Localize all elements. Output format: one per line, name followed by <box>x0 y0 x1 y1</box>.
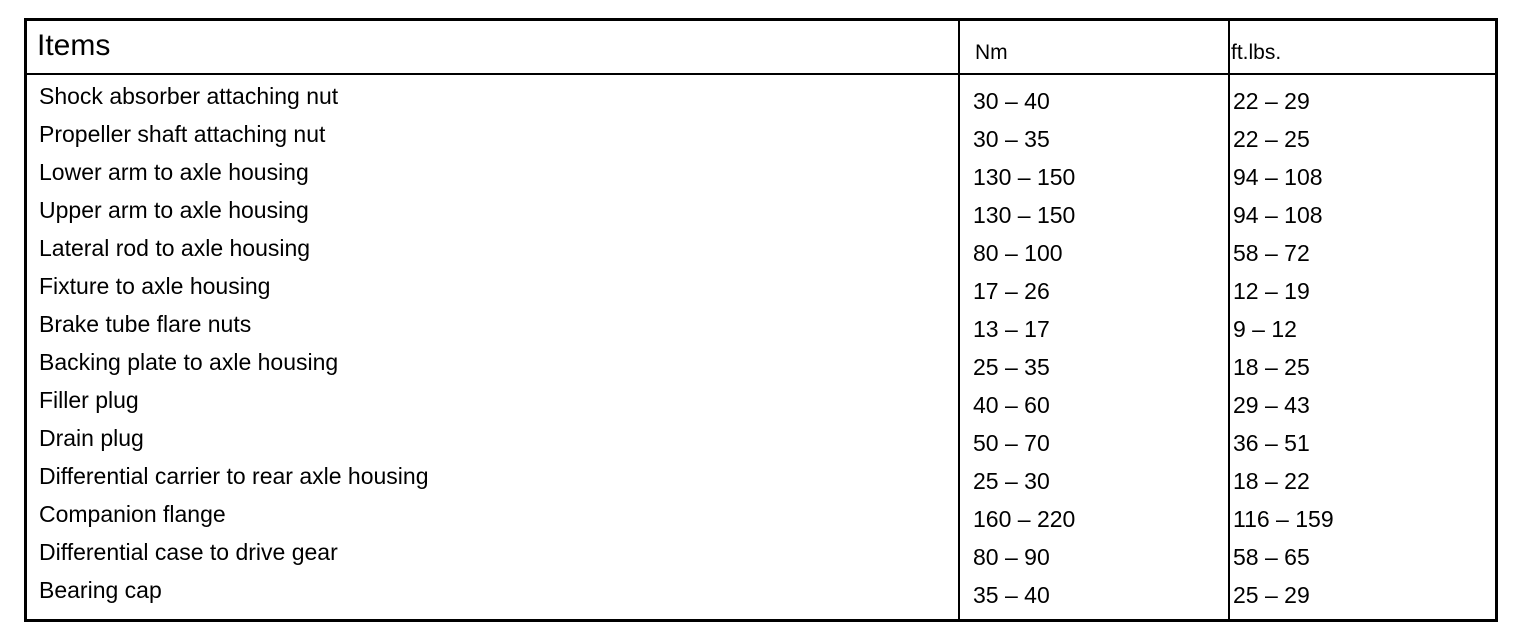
ftlbs-cell: 22 – 25 <box>1233 126 1310 152</box>
item-cell: Upper arm to axle housing <box>39 197 309 223</box>
item-cell: Drain plug <box>39 425 144 451</box>
header-divider <box>27 73 1495 75</box>
ftlbs-cell: 116 – 159 <box>1233 506 1334 532</box>
ftlbs-cell: 18 – 25 <box>1233 354 1310 380</box>
nm-cell: 130 – 150 <box>973 202 1076 228</box>
nm-cell: 25 – 35 <box>973 354 1050 380</box>
table-row: Lower arm to axle housing 130 – 150 94 – 1… <box>27 159 1495 197</box>
item-cell: Fixture to axle housing <box>39 273 271 299</box>
nm-cell: 30 – 40 <box>973 88 1050 114</box>
nm-cell: 35 – 40 <box>973 582 1050 608</box>
nm-cell: 80 – 100 <box>973 240 1063 266</box>
column-divider <box>1228 21 1230 619</box>
table-row: Bearing cap 35 – 40 25 – 29 <box>27 577 1495 615</box>
ftlbs-cell: 36 – 51 <box>1233 430 1310 456</box>
ftlbs-cell: 9 – 12 <box>1233 316 1297 342</box>
torque-spec-table: Items Nm ft.lbs. Shock absorber attachin… <box>24 18 1498 622</box>
column-divider <box>958 21 960 619</box>
item-cell: Propeller shaft attaching nut <box>39 121 326 147</box>
ftlbs-cell: 25 – 29 <box>1233 582 1310 608</box>
item-cell: Lateral rod to axle housing <box>39 235 311 261</box>
table-row: Differential carrier to rear axle housin… <box>27 463 1495 501</box>
ftlbs-cell: 94 – 108 <box>1233 164 1323 190</box>
table-row: Backing plate to axle housing 25 – 35 18 –… <box>27 349 1495 387</box>
table-row: Fixture to axle housing 17 – 26 12 – 19 <box>27 273 1495 311</box>
item-cell: Bearing cap <box>39 577 162 603</box>
nm-cell: 17 – 26 <box>973 278 1050 304</box>
table-row: Upper arm to axle housing 130 – 150 94 – 1… <box>27 197 1495 235</box>
nm-cell: 160 – 220 <box>973 506 1076 532</box>
table-row: Propeller shaft attaching nut 30 – 35 22 –… <box>27 121 1495 159</box>
nm-cell: 30 – 35 <box>973 126 1050 152</box>
table-row: Drain plug 50 – 70 36 – 51 <box>27 425 1495 463</box>
item-cell: Backing plate to axle housing <box>39 349 339 375</box>
ftlbs-cell: 12 – 19 <box>1233 278 1310 304</box>
table-row: Shock absorber attaching nut 30 – 40 22 – … <box>27 83 1495 121</box>
item-cell: Filler plug <box>39 387 139 413</box>
header-items: Items <box>37 29 111 62</box>
header-nm: Nm <box>975 41 1008 64</box>
item-cell: Shock absorber attaching nut <box>39 83 339 109</box>
item-cell: Lower arm to axle housing <box>39 159 309 185</box>
nm-cell: 40 – 60 <box>973 392 1050 418</box>
nm-cell: 130 – 150 <box>973 164 1076 190</box>
item-cell: Brake tube flare nuts <box>39 311 252 337</box>
nm-cell: 50 – 70 <box>973 430 1050 456</box>
ftlbs-cell: 94 – 108 <box>1233 202 1323 228</box>
item-cell: Differential carrier to rear axle housin… <box>39 463 429 489</box>
header-ftlbs: ft.lbs. <box>1231 41 1282 64</box>
table-row: Lateral rod to axle housing 80 – 100 58 – … <box>27 235 1495 273</box>
ftlbs-cell: 58 – 72 <box>1233 240 1310 266</box>
nm-cell: 13 – 17 <box>973 316 1050 342</box>
item-cell: Differential case to drive gear <box>39 539 338 565</box>
table-row: Brake tube flare nuts 13 – 17 9 – 12 <box>27 311 1495 349</box>
table-row: Differential case to drive gear 80 – 90 58… <box>27 539 1495 577</box>
nm-cell: 80 – 90 <box>973 544 1050 570</box>
table-row: Companion flange 160 – 220 116 – 159 <box>27 501 1495 539</box>
ftlbs-cell: 22 – 29 <box>1233 88 1310 114</box>
ftlbs-cell: 58 – 65 <box>1233 544 1310 570</box>
ftlbs-cell: 18 – 22 <box>1233 468 1310 494</box>
table-row: Filler plug 40 – 60 29 – 43 <box>27 387 1495 425</box>
nm-cell: 25 – 30 <box>973 468 1050 494</box>
item-cell: Companion flange <box>39 501 226 527</box>
ftlbs-cell: 29 – 43 <box>1233 392 1310 418</box>
